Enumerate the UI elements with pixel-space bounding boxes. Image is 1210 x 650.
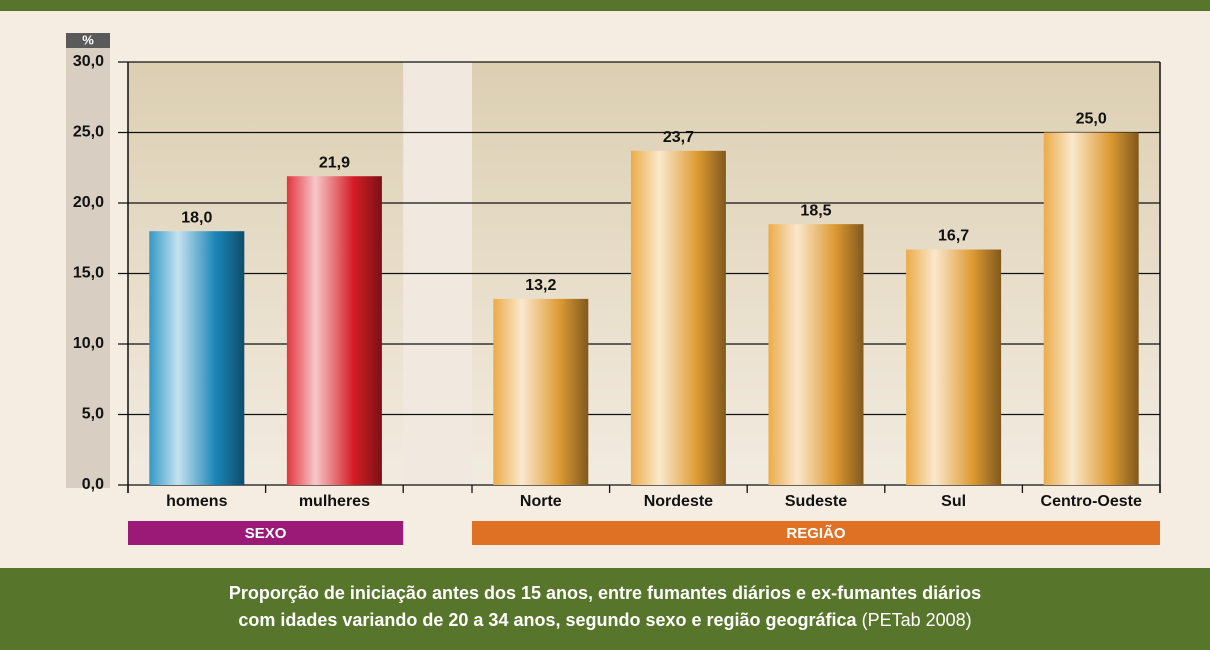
x-tick-label: Centro-Oeste — [1041, 493, 1142, 510]
x-tick-label: Sudeste — [785, 493, 847, 510]
bar — [630, 150, 726, 485]
group-label: REGIÃO — [786, 524, 846, 542]
x-tick-label: Nordeste — [644, 493, 713, 510]
unit-box — [66, 33, 110, 48]
chart: % 0,0 5,0 10,0 15,0 20,0 25,0 30,0 homens 18,0 mu… — [0, 0, 1210, 545]
y-tick-label: 0,0 — [82, 476, 104, 493]
bar — [768, 224, 864, 485]
caption-line: Proporção de iniciação antes dos 15 anos… — [228, 583, 982, 603]
y-tick-label: 25,0 — [73, 124, 104, 141]
value-label: 25,0 — [1076, 111, 1107, 128]
group-band — [472, 521, 1160, 545]
value-label: 18,0 — [181, 209, 212, 226]
value-label: 21,9 — [319, 154, 350, 171]
unit-label: % — [82, 32, 94, 47]
value-label: 23,7 — [663, 129, 694, 146]
source: (PETab 2008) — [861, 610, 972, 630]
x-tick-label: mulheres — [299, 493, 370, 510]
bar — [1043, 132, 1139, 485]
value-label: 18,5 — [800, 202, 831, 219]
x-tick-label: homens — [166, 493, 227, 510]
value-label: 16,7 — [938, 228, 969, 245]
y-tick-label: 20,0 — [73, 194, 104, 211]
caption: Proporção de iniciação antes dos 15 anos… — [0, 568, 1210, 650]
value-label: 13,2 — [525, 277, 556, 294]
bar — [286, 176, 382, 485]
y-tick-label: 5,0 — [82, 406, 104, 423]
x-tick-label: Sul — [941, 493, 966, 510]
bar — [906, 249, 1002, 485]
y-tick-label: 30,0 — [73, 53, 104, 70]
bar — [493, 298, 589, 485]
group-band — [128, 521, 404, 545]
group-label: SEXO — [245, 525, 287, 542]
axis-strip — [66, 48, 110, 488]
bar — [149, 231, 245, 485]
y-tick-label: 10,0 — [73, 335, 104, 352]
y-tick-label: 15,0 — [73, 265, 104, 282]
top-band — [0, 0, 1210, 11]
caption-line: com idades variando de 20 a 34 anos, seg… — [238, 610, 857, 630]
x-tick-label: Norte — [520, 493, 562, 510]
